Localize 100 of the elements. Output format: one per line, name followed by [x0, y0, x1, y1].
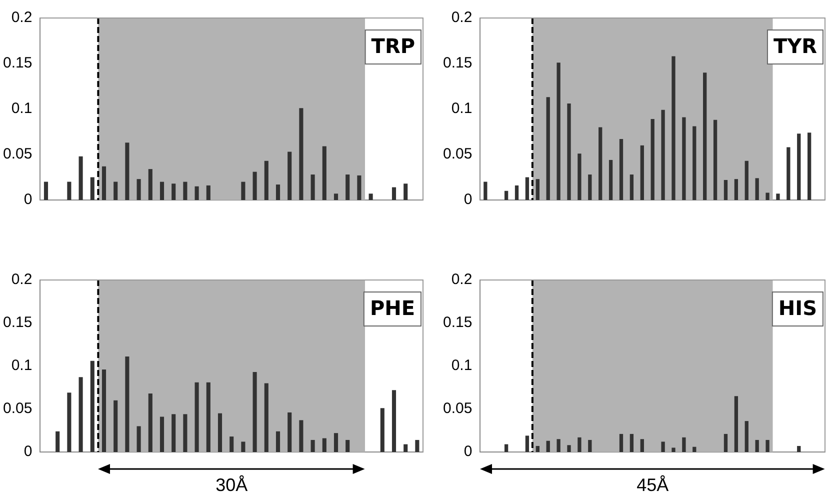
bar [102, 166, 106, 200]
bar [546, 440, 550, 452]
bar [252, 172, 257, 200]
bar [703, 72, 707, 200]
bar [713, 120, 718, 200]
bar [567, 104, 571, 200]
bar [252, 372, 257, 452]
bar [136, 179, 141, 200]
y-tick-label: 0 [24, 443, 32, 460]
bar [67, 392, 72, 452]
bar [744, 421, 748, 452]
bar [786, 147, 790, 200]
bar [766, 192, 770, 200]
bar [264, 383, 268, 452]
text: TRP [371, 34, 415, 58]
bar [744, 160, 748, 200]
bar [567, 445, 571, 452]
bar [619, 434, 624, 452]
bar [310, 440, 315, 452]
bar [525, 177, 530, 200]
y-tick-label: 0.05 [442, 400, 472, 418]
y-tick-label: 0.15 [2, 54, 32, 72]
bar [755, 178, 759, 200]
bar [640, 439, 644, 452]
bar [264, 160, 268, 200]
bar [206, 185, 210, 200]
y-tick-label: 0.1 [11, 100, 32, 118]
bar [404, 184, 408, 200]
y-tick-label: 0 [464, 191, 472, 208]
bar [183, 182, 188, 200]
y-tick-label: 0.2 [451, 9, 472, 26]
bar [755, 440, 759, 452]
y-tick-label: 0.15 [442, 54, 472, 72]
bar [56, 431, 60, 452]
bar [102, 369, 106, 452]
bar [650, 119, 654, 200]
bar [578, 154, 582, 200]
bar [682, 117, 686, 200]
bar [194, 186, 199, 200]
bar [44, 182, 48, 200]
y-tick-label: 0.05 [442, 146, 472, 163]
y-tick-label: 0.1 [451, 100, 472, 118]
text: 45Å [636, 475, 670, 496]
bar [322, 146, 326, 200]
bar [136, 426, 141, 452]
bar [114, 400, 118, 452]
bar [276, 431, 280, 452]
bar [640, 145, 644, 200]
bar [194, 382, 199, 452]
bar [556, 62, 560, 200]
bar [776, 194, 780, 200]
bar [299, 108, 304, 200]
y-tick-label: 0.05 [2, 146, 32, 163]
bar [514, 185, 519, 200]
bar [125, 142, 130, 200]
bar [78, 377, 83, 452]
y-tick-label: 0 [24, 191, 32, 208]
bar [588, 174, 592, 200]
bar [288, 152, 292, 200]
bar [556, 439, 560, 452]
bar [172, 184, 176, 200]
y-tick-label: 0.1 [451, 357, 472, 374]
y-tick-label: 0.2 [451, 271, 472, 288]
bar [125, 356, 130, 452]
bar [392, 390, 396, 452]
bar [619, 139, 624, 200]
bar [692, 126, 696, 200]
bar [578, 437, 582, 452]
bar [172, 414, 176, 452]
bar [692, 446, 696, 452]
bar [504, 444, 508, 452]
bar [766, 440, 770, 452]
bar [218, 413, 222, 452]
y-tick-label: 0.15 [2, 314, 32, 332]
y-tick-label: 0.05 [2, 400, 32, 418]
bar [484, 182, 488, 200]
bar [241, 182, 246, 200]
bar [672, 448, 676, 452]
bar [78, 156, 83, 200]
bar [241, 442, 246, 452]
y-tick-label: 0 [464, 443, 472, 460]
bar [276, 184, 280, 200]
y-tick-label: 0.1 [11, 357, 32, 374]
bar [415, 440, 420, 452]
bar [661, 110, 665, 200]
bar [67, 182, 72, 200]
bar [734, 179, 738, 200]
bar [288, 412, 292, 452]
bar [797, 446, 801, 452]
bar [734, 396, 738, 452]
bar [598, 127, 602, 200]
bar [206, 382, 210, 452]
bar [160, 416, 164, 452]
bar [230, 436, 234, 452]
bar [392, 187, 396, 200]
bar [682, 437, 686, 452]
y-tick-label: 0.15 [442, 314, 472, 332]
bar [797, 134, 801, 200]
bar [536, 446, 540, 452]
bar [504, 190, 508, 200]
